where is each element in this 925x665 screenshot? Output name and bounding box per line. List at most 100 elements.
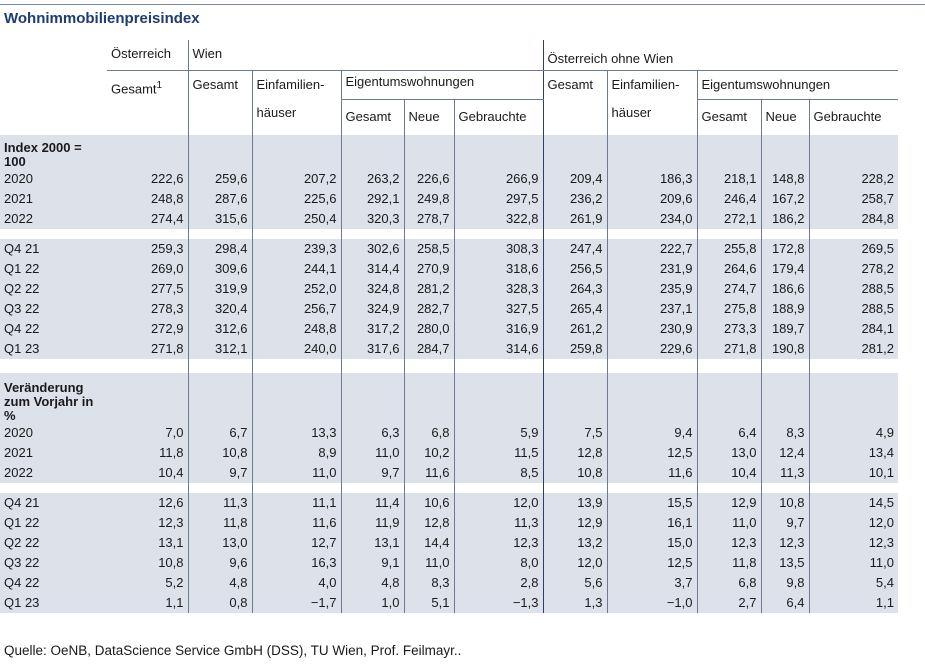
table-cell: 11,3 xyxy=(453,512,543,533)
page-title: Wohnimmobilienpreisindex xyxy=(4,10,200,27)
table-cell: 11,6 xyxy=(251,512,341,533)
table-cell: 16,1 xyxy=(606,512,697,533)
row-label: Q1 22 xyxy=(0,258,107,279)
table-cell: 284,1 xyxy=(808,318,898,339)
table-cell: 13,0 xyxy=(696,442,761,463)
table-cell: 231,9 xyxy=(606,258,697,279)
table-cell: 281,2 xyxy=(403,278,454,299)
table-cell: 273,3 xyxy=(696,318,761,339)
table-cell: 12,0 xyxy=(542,552,607,573)
row-label: 2021 xyxy=(0,188,107,209)
table-cell: 11,6 xyxy=(403,462,454,483)
table-cell: 9,7 xyxy=(340,462,404,483)
row-label: Q1 22 xyxy=(0,512,107,533)
table-row: Q3 22 278,3 320,4 256,7 324,9 282,7 327,5 265,4… xyxy=(0,298,898,319)
table-cell: 4,9 xyxy=(808,422,898,443)
table-cell: 319,9 xyxy=(187,278,252,299)
table-cell: 11,9 xyxy=(340,512,404,533)
row-label: Q3 22 xyxy=(0,552,107,573)
table-cell: 320,4 xyxy=(187,298,252,319)
section-label: Veränderung zum Vorjahr in % xyxy=(0,372,107,423)
table-cell: 12,9 xyxy=(696,492,761,513)
table-cell: 298,4 xyxy=(187,238,252,259)
table-cell: 9,4 xyxy=(606,422,697,443)
table-cell: 269,5 xyxy=(808,238,898,259)
table-cell: 12,6 xyxy=(107,492,188,513)
header-wien-etw-gesamt: Gesamt xyxy=(340,99,404,131)
header-oe-gesamt: Gesamt1 xyxy=(107,70,188,131)
table-cell: 288,5 xyxy=(808,278,898,299)
table-cell: 222,7 xyxy=(606,238,697,259)
table-cell: 11,1 xyxy=(251,492,341,513)
table-cell: 12,0 xyxy=(808,512,898,533)
table-cell: 318,6 xyxy=(453,258,543,279)
table-cell: 284,7 xyxy=(403,338,454,359)
table-cell: 11,5 xyxy=(453,442,543,463)
table-cell: 2,8 xyxy=(453,572,543,593)
table-row: Q4 22 272,9 312,6 248,8 317,2 280,0 316,9 261,2… xyxy=(0,318,898,339)
table-cell: 167,2 xyxy=(760,188,809,209)
table-cell: 297,5 xyxy=(453,188,543,209)
header-ohne-etw-gesamt: Gesamt xyxy=(696,99,761,131)
table-cell: 15,5 xyxy=(606,492,697,513)
table-cell: 250,4 xyxy=(251,208,341,229)
table-cell: 11,3 xyxy=(187,492,252,513)
table-cell: 1,1 xyxy=(107,592,188,613)
table-cell: 282,7 xyxy=(403,298,454,319)
header-ohne-etw: Eigentumswohnungen xyxy=(696,70,898,100)
row-label: 2021 xyxy=(0,442,107,463)
table-cell: 266,9 xyxy=(453,168,543,189)
row-label: 2022 xyxy=(0,462,107,483)
table-cell: 4,8 xyxy=(340,572,404,593)
table-cell: 12,5 xyxy=(606,552,697,573)
table-cell: 249,8 xyxy=(403,188,454,209)
section-label: Index 2000 = 100 xyxy=(0,134,107,169)
table-cell: 172,8 xyxy=(760,238,809,259)
table-cell: 13,9 xyxy=(542,492,607,513)
table-cell: 5,9 xyxy=(453,422,543,443)
footnote-marker: 1 xyxy=(156,79,163,91)
table-cell: 278,3 xyxy=(107,298,188,319)
table-cell: 6,4 xyxy=(760,592,809,613)
spacer-row xyxy=(0,482,898,493)
table-cell: 13,4 xyxy=(808,442,898,463)
table-cell: 12,0 xyxy=(453,492,543,513)
table-row: Q2 22 13,1 13,0 12,7 13,1 14,4 12,3 13,2 15,0 12,… xyxy=(0,532,898,553)
table-cell: 277,5 xyxy=(107,278,188,299)
row-label: Q2 22 xyxy=(0,532,107,553)
row-label: 2020 xyxy=(0,168,107,189)
table-cell: 1,3 xyxy=(542,592,607,613)
table-cell: 10,8 xyxy=(542,462,607,483)
table-cell: 312,1 xyxy=(187,338,252,359)
table-cell: 287,6 xyxy=(187,188,252,209)
table-cell: 10,8 xyxy=(107,552,188,573)
header-wien-efh: Einfamilien-häuser xyxy=(251,70,341,131)
table-cell: 13,2 xyxy=(542,532,607,553)
header-wien-etw: Eigentumswohnungen xyxy=(340,70,543,100)
table-cell: 3,7 xyxy=(606,572,697,593)
table-cell: 225,6 xyxy=(251,188,341,209)
table-row: 2021 248,8 287,6 225,6 292,1 249,8 297,5 236,2 2… xyxy=(0,188,898,209)
table-row: Q1 22 12,3 11,8 11,6 11,9 12,8 11,3 12,9 16,1 11,… xyxy=(0,512,898,533)
table-cell: 10,8 xyxy=(187,442,252,463)
table-cell: 11,0 xyxy=(403,552,454,573)
table-cell: 186,2 xyxy=(760,208,809,229)
table-cell: 239,3 xyxy=(251,238,341,259)
table-cell: 13,5 xyxy=(760,552,809,573)
table-cell: 4,0 xyxy=(251,572,341,593)
table-cell: 263,2 xyxy=(340,168,404,189)
table-cell: 278,7 xyxy=(403,208,454,229)
table-cell: 272,9 xyxy=(107,318,188,339)
table-cell: 228,2 xyxy=(808,168,898,189)
table-cell: −1,0 xyxy=(606,592,697,613)
table-cell: 12,3 xyxy=(696,532,761,553)
table-cell: 2,7 xyxy=(696,592,761,613)
table-cell: 179,4 xyxy=(760,258,809,279)
table-cell: 9,7 xyxy=(187,462,252,483)
table-cell: 209,4 xyxy=(542,168,607,189)
table-cell: 317,6 xyxy=(340,338,404,359)
table-cell: 5,1 xyxy=(403,592,454,613)
row-label: Q1 23 xyxy=(0,338,107,359)
table-cell: 12,3 xyxy=(453,532,543,553)
table-cell: 265,4 xyxy=(542,298,607,319)
